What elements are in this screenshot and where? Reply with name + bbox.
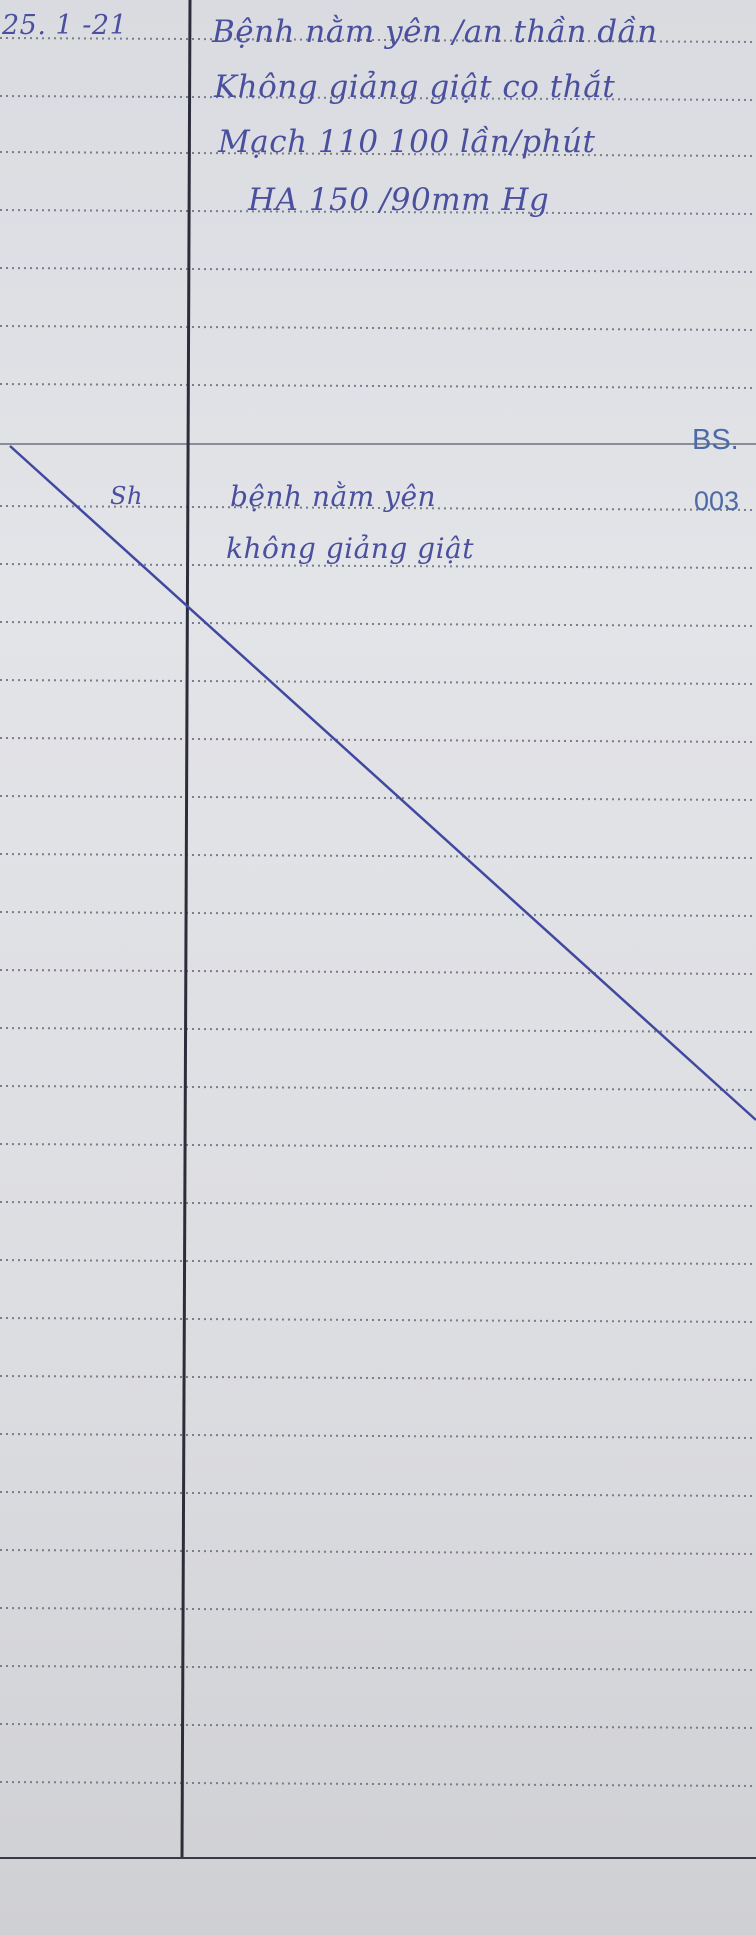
ruled-line	[0, 1607, 756, 1613]
ruled-line	[0, 1549, 756, 1555]
ruled-line	[0, 853, 756, 859]
ruled-line	[0, 621, 756, 627]
diagonal-strike-line	[9, 445, 756, 1121]
ruled-line	[0, 383, 756, 389]
ruled-line	[0, 1201, 756, 1207]
ruled-line	[0, 37, 756, 43]
ruled-line	[0, 563, 756, 569]
ruled-line	[0, 1317, 756, 1323]
ruled-line	[0, 95, 756, 101]
ruled-line	[0, 737, 756, 743]
doctor-stamp-title: BS.	[692, 424, 739, 456]
ruled-line	[0, 1491, 756, 1497]
ruled-line	[0, 151, 756, 157]
ruled-line	[0, 1085, 756, 1091]
ruled-line	[0, 1723, 756, 1729]
ruled-line	[0, 1433, 756, 1439]
entry-2-line-1: bệnh nằm yên	[230, 480, 437, 513]
ruled-line	[0, 1781, 756, 1787]
ruled-line	[0, 969, 756, 975]
ruled-line	[0, 911, 756, 917]
entry-1-line-3: Mạch 110 100 lần/phút	[218, 124, 596, 160]
ruled-line	[0, 325, 756, 331]
margin-line	[180, 0, 192, 1859]
entry-1-line-2: Không giảng giật co thắt	[214, 69, 616, 105]
entry-1-line-1: Bệnh nằm yên /an thần dần	[212, 14, 658, 50]
ruled-line	[0, 209, 756, 215]
entry-2-marker: Sh	[110, 482, 143, 510]
ruled-line	[0, 1259, 756, 1265]
entry-1-date: 25. 1 -21	[2, 10, 128, 41]
ruled-line	[0, 1375, 756, 1381]
ruled-line	[0, 267, 756, 273]
ruled-line	[0, 679, 756, 685]
entry-1-line-4: HA 150 /90mm Hg	[248, 182, 550, 218]
doctor-stamp-code: 003	[694, 486, 740, 516]
entry-2-line-2: không giảng giật	[226, 532, 474, 565]
ruled-line	[0, 1665, 756, 1671]
ruled-line	[0, 505, 756, 511]
ruled-line	[0, 1027, 756, 1033]
ruled-line	[0, 795, 756, 801]
ruled-line	[0, 1143, 756, 1149]
